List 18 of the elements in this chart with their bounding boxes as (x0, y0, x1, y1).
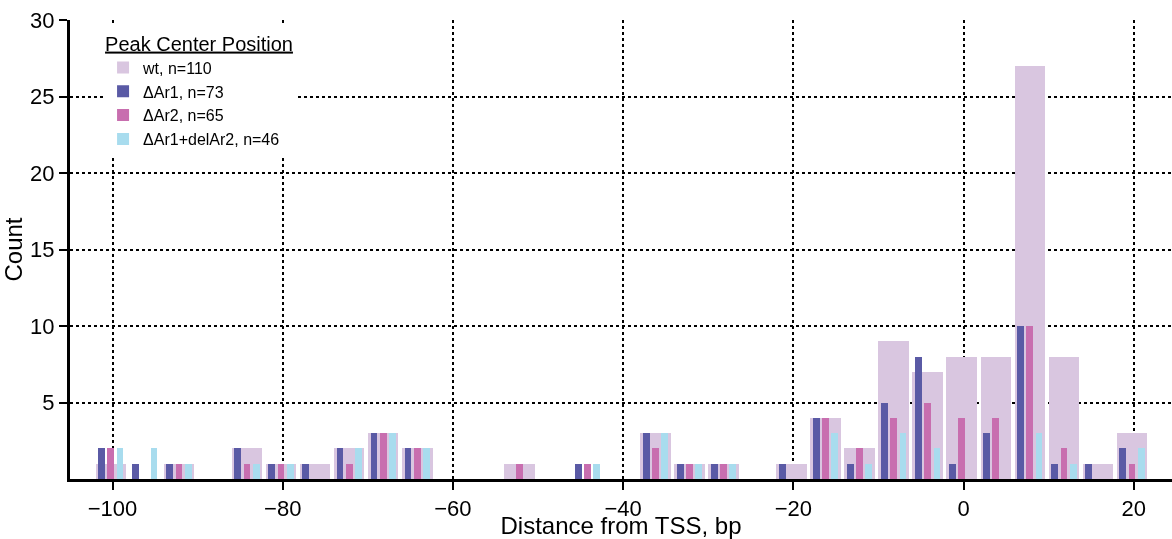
x-tick-label: −20 (774, 496, 812, 522)
y-tick-label: 30 (30, 7, 55, 33)
x-tick-label: −80 (264, 496, 302, 522)
y-axis-title: Count (0, 217, 27, 282)
legend-label: ΔAr1+delAr2, n=46 (143, 131, 280, 149)
y-tick-label: 20 (30, 160, 55, 186)
x-tick-label: 0 (957, 496, 970, 522)
y-tick-label: 10 (30, 313, 55, 339)
x-tick-label: 20 (1121, 496, 1146, 522)
legend-label: ΔAr2, n=65 (143, 107, 224, 125)
legend-label: wt, n=110 (142, 59, 212, 77)
x-tick-label: −60 (434, 496, 472, 522)
y-tick-label: 15 (30, 237, 55, 263)
legend-label: ΔAr1, n=73 (143, 83, 224, 101)
y-tick-label: 25 (30, 84, 55, 110)
x-tick-label: −100 (87, 496, 138, 522)
y-tick-label: 5 (42, 390, 55, 416)
legend-title: Peak Center Position (105, 32, 293, 55)
